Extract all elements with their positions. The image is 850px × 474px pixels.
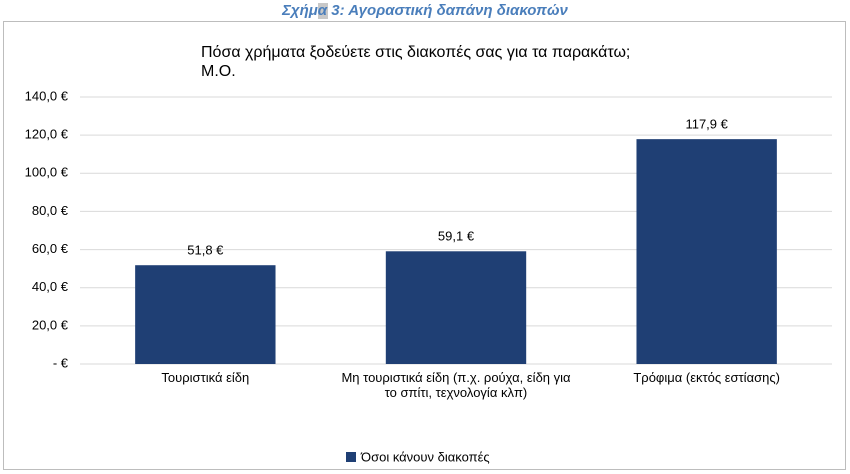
bar <box>636 139 777 364</box>
x-tick-label-box: Τουριστικά είδη <box>161 370 250 385</box>
x-tick-label-box: Τρόφιμα (εκτός εστίασης) <box>633 370 780 385</box>
bar <box>385 251 527 364</box>
x-tick-label: Τρόφιμα (εκτός εστίασης) <box>633 370 780 385</box>
caption-prefix: Σχήμα <box>281 2 331 19</box>
y-tick-label: - € <box>53 355 69 370</box>
x-tick-label-box: Μη τουριστικά είδη (π.χ. ρούχα, είδη για… <box>341 370 571 400</box>
legend-swatch <box>346 452 356 462</box>
caption: Σχήμα 3: Αγοραστική δαπάνη διακοπών <box>281 2 568 19</box>
highlight <box>318 3 328 19</box>
value-label: 51,8 € <box>187 243 224 258</box>
x-tick-label: Τουριστικά είδη <box>161 370 250 385</box>
value-label: 117,9 € <box>685 117 728 132</box>
chart-title: Πόσα χρήματα ξοδεύετε στις διακοπές σας … <box>201 44 630 61</box>
y-tick-label: 140,0 € <box>25 88 69 103</box>
value-label: 59,1 € <box>438 229 475 244</box>
bar <box>135 265 276 364</box>
y-tick-label: 120,0 € <box>25 127 69 142</box>
chart-subtitle: Μ.Ο. <box>201 63 236 80</box>
y-tick-label: 80,0 € <box>32 203 69 218</box>
caption-text: : Αγοραστική δαπάνη διακοπών <box>340 2 569 19</box>
y-tick-label: 100,0 € <box>25 165 69 180</box>
x-tick-label: Μη τουριστικά είδη (π.χ. ρούχα, είδη για… <box>341 370 571 400</box>
legend-label: Όσοι κάνουν διακοπές <box>360 449 490 464</box>
y-tick-label: 60,0 € <box>32 241 69 256</box>
y-tick-label: 40,0 € <box>32 279 69 294</box>
y-tick-label: 20,0 € <box>32 317 69 332</box>
caption-number: 3 <box>331 2 340 19</box>
